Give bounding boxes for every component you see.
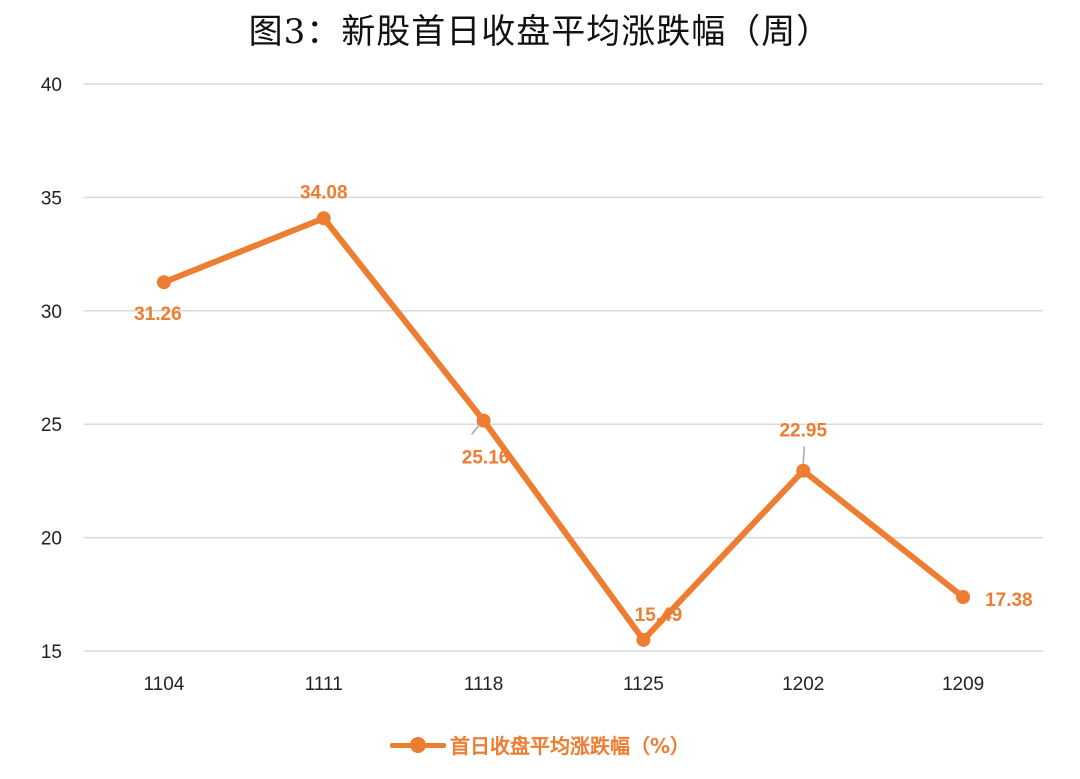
data-label: 22.95 [779,421,827,442]
data-label: 25.16 [462,448,510,469]
legend-swatch [389,735,446,755]
y-axis-ticks: 15 20 25 30 35 40 [41,75,62,663]
y-tick-label: 40 [41,75,62,96]
x-tick-label: 1118 [464,674,503,695]
leader-line [470,424,481,436]
data-label: 17.38 [985,590,1033,611]
data-label: 15.49 [635,605,683,626]
data-point [156,275,171,290]
data-point [636,632,651,647]
series-line-path [160,215,967,643]
x-tick-label: 1104 [143,674,184,695]
y-tick-label: 35 [41,188,62,209]
y-tick-label: 25 [41,415,62,436]
gridlines [84,83,1043,652]
data-point [956,590,971,605]
leader-line [802,446,805,464]
x-tick-label: 1111 [305,674,343,695]
x-tick-label: 1202 [782,674,824,695]
data-label: 34.08 [300,182,348,203]
data-label: 31.26 [134,304,182,325]
data-labels: 31.26 34.08 25.16 15.49 22.95 17.38 [134,182,1032,626]
x-tick-label: 1125 [623,674,664,695]
legend-marker-icon [409,736,426,753]
legend: 首日收盘平均涨跌幅（%） [0,730,1080,759]
series-line [156,211,971,647]
y-tick-label: 20 [41,529,62,550]
y-tick-label: 30 [41,302,62,323]
data-point [476,413,491,428]
data-point [316,211,331,226]
x-axis-ticks: 1104 1111 1118 1125 1202 1209 [143,674,984,695]
legend-label: 首日收盘平均涨跌幅（%） [449,734,691,758]
data-point [796,463,811,478]
chart-title: 图3：新股首日收盘平均涨跌幅（周） [248,12,832,52]
y-tick-label: 15 [41,642,62,663]
x-tick-label: 1209 [942,674,984,695]
